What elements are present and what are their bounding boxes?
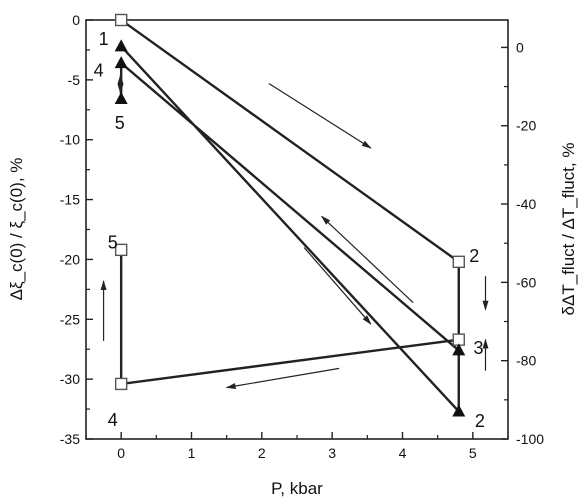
y-left-tick-label: -20 — [60, 251, 80, 267]
direction-arrow — [320, 215, 414, 303]
y-left-tick-label: -35 — [60, 431, 80, 447]
point-labels: 1 4 5 2 3 2 5 4 — [94, 29, 485, 431]
filled-triangle-point — [114, 56, 128, 69]
direction-arrow — [268, 82, 372, 149]
x-tick-label: 4 — [399, 445, 407, 461]
open-square-point — [114, 243, 128, 257]
x-tick-label: 3 — [328, 445, 336, 461]
y-left-tick-label: -15 — [60, 192, 80, 208]
y-axis-left-label: Δξ_c(0) / ξ_c(0), % — [7, 158, 26, 301]
open-square-point — [114, 13, 128, 27]
x-tick-label: 1 — [188, 445, 196, 461]
point-label: 1 — [99, 29, 109, 49]
y-axis-right-label: δΔT_fluct / ΔT_fluct, % — [559, 143, 578, 316]
point-label: 3 — [473, 338, 483, 358]
y-left-tick-label: -30 — [60, 371, 80, 387]
y-right-tick-label: -40 — [516, 196, 536, 212]
filled-triangle-point — [452, 343, 466, 356]
x-axis-label: P, kbar — [271, 479, 323, 498]
x-tick-label: 0 — [117, 445, 125, 461]
point-label: 2 — [469, 246, 479, 266]
direction-arrow — [303, 247, 372, 325]
y-left-tick-label: 0 — [72, 12, 80, 28]
filled-triangle-point — [114, 39, 128, 52]
filled-triangle-point — [114, 92, 128, 105]
point-label: 5 — [108, 233, 118, 253]
data-markers — [114, 13, 466, 417]
y-right-tick-label: -100 — [516, 431, 544, 447]
y-right-tick-label: -60 — [516, 274, 536, 290]
y-left-tick-label: -25 — [60, 311, 80, 327]
y-right-tick-label: -80 — [516, 353, 536, 369]
y-left-tick-label: -10 — [60, 132, 80, 148]
point-label: 5 — [115, 113, 125, 133]
point-label: 4 — [94, 60, 104, 80]
ticks: 0 1 2 3 4 5 0 -5 -10 -15 -20 -25 -30 -35 0 -20 -40 -60 -80… — [60, 12, 544, 461]
series-line-2 — [119, 45, 460, 415]
point-label: 4 — [108, 410, 118, 430]
direction-arrow — [225, 367, 340, 389]
filled-triangle-point — [452, 404, 466, 417]
open-square-point — [452, 255, 465, 269]
y-left-tick-label: -5 — [68, 72, 81, 88]
direction-arrows — [100, 74, 489, 389]
x-tick-label: 5 — [469, 445, 477, 461]
open-square-point — [114, 377, 128, 391]
y-right-tick-label: 0 — [516, 39, 524, 55]
y-right-tick-label: -20 — [516, 118, 536, 134]
series-line-1 — [119, 19, 460, 386]
x-tick-label: 2 — [258, 445, 266, 461]
point-label: 2 — [475, 411, 485, 431]
data-lines — [119, 19, 460, 415]
